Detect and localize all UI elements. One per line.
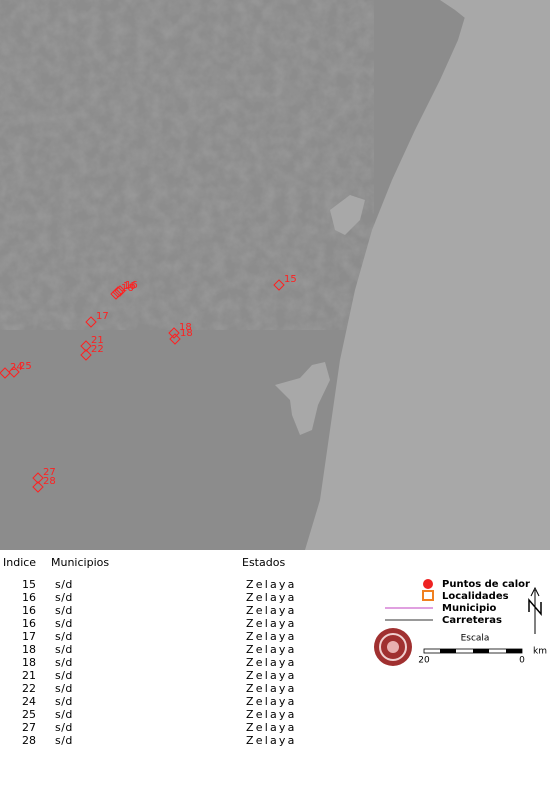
scale-label: 20 — [418, 656, 430, 666]
cell-estado: Zelaya — [246, 591, 297, 604]
hotspot-label: 15 — [284, 274, 297, 285]
cell-estado: Zelaya — [246, 656, 297, 669]
cell-index: 18 — [22, 643, 36, 656]
scale-unit: km — [533, 647, 547, 657]
hotspot-label: 18 — [180, 328, 193, 339]
cell-municipio: s/d — [55, 656, 73, 669]
cell-municipio: s/d — [55, 578, 73, 591]
cell-index: 17 — [22, 630, 36, 643]
legend-label: Localidades — [442, 591, 509, 602]
terrain — [0, 0, 340, 300]
cell-municipio: s/d — [55, 643, 73, 656]
cell-estado: Zelaya — [246, 721, 297, 734]
cell-municipio: s/d — [55, 734, 73, 747]
hotspot — [168, 327, 180, 339]
cell-municipio: s/d — [55, 721, 73, 734]
lagoon — [440, 0, 505, 40]
hotspot — [114, 285, 126, 297]
hotspot — [32, 472, 44, 484]
cell-estado: Zelaya — [246, 617, 297, 630]
cell-index: 27 — [22, 721, 36, 734]
scale-bar — [440, 649, 456, 653]
hotspot — [273, 279, 285, 291]
hotspot-label: 16 — [121, 283, 134, 294]
cell-estado: Zelaya — [246, 708, 297, 721]
lagoon — [330, 195, 365, 235]
hotspot — [80, 349, 92, 361]
hotspot — [169, 333, 181, 345]
logo — [374, 628, 412, 666]
cell-municipio: s/d — [55, 630, 73, 643]
hotspot-label: 16 — [125, 280, 138, 291]
cell-estado: Zelaya — [246, 669, 297, 682]
cell-municipio: s/d — [55, 591, 73, 604]
scale-bar — [506, 649, 522, 653]
hotspot-label: 22 — [91, 344, 104, 355]
cell-estado: Zelaya — [246, 578, 297, 591]
hotspot-label: 16 — [123, 281, 136, 292]
cell-index: 25 — [22, 708, 36, 721]
cell-index: 22 — [22, 682, 36, 695]
cell-index: 16 — [22, 591, 36, 604]
cell-index: 15 — [22, 578, 36, 591]
hotspot-label: 17 — [96, 311, 109, 322]
hotspot-label: 27 — [43, 467, 56, 478]
hotspot-label: 24 — [10, 362, 23, 373]
cell-index: 16 — [22, 604, 36, 617]
cell-municipio: s/d — [55, 695, 73, 708]
scale-bar — [473, 649, 489, 653]
cell-estado: Zelaya — [246, 604, 297, 617]
table: 15 s/d Zelaya 16 s/d Zelaya 16 s/d Zelaya 16 s/d Ze… — [22, 578, 297, 747]
sea — [305, 0, 550, 550]
cell-index: 16 — [22, 617, 36, 630]
cell-index: 28 — [22, 734, 36, 747]
cell-index: 21 — [22, 669, 36, 682]
scale-label: 0 — [519, 656, 525, 666]
cell-index: 24 — [22, 695, 36, 708]
cell-municipio: s/d — [55, 604, 73, 617]
cell-estado: Zelaya — [246, 734, 297, 747]
table-header: Estados — [242, 556, 285, 569]
hotspot — [8, 366, 20, 378]
hotspot-label: 21 — [91, 335, 104, 346]
legend-symbol — [423, 579, 433, 589]
north-arrow — [528, 586, 542, 634]
hotspot-label: 25 — [19, 361, 32, 372]
cell-municipio: s/d — [55, 669, 73, 682]
hotspot — [80, 340, 92, 352]
cell-estado: Zelaya — [246, 682, 297, 695]
legend-label: Puntos de calor — [442, 579, 530, 590]
legend-label: Carreteras — [442, 615, 502, 626]
legend-symbol — [422, 590, 434, 601]
lagoon — [275, 362, 330, 435]
hotspot — [32, 481, 44, 493]
legend-label: Municipio — [442, 603, 497, 614]
cell-municipio: s/d — [55, 682, 73, 695]
cell-estado: Zelaya — [246, 630, 297, 643]
scale-title: Escala — [461, 634, 490, 644]
hotspot-label: 18 — [179, 322, 192, 333]
cell-estado: Zelaya — [246, 695, 297, 708]
cell-index: 18 — [22, 656, 36, 669]
hotspot — [112, 286, 124, 298]
table-header: Municipios — [51, 556, 109, 569]
cell-municipio: s/d — [55, 708, 73, 721]
hotspot — [0, 367, 11, 379]
hotspot — [85, 316, 97, 328]
cell-municipio: s/d — [55, 617, 73, 630]
hotspot-label: 28 — [43, 476, 56, 487]
cell-estado: Zelaya — [246, 643, 297, 656]
table-header: Indice — [3, 556, 36, 569]
